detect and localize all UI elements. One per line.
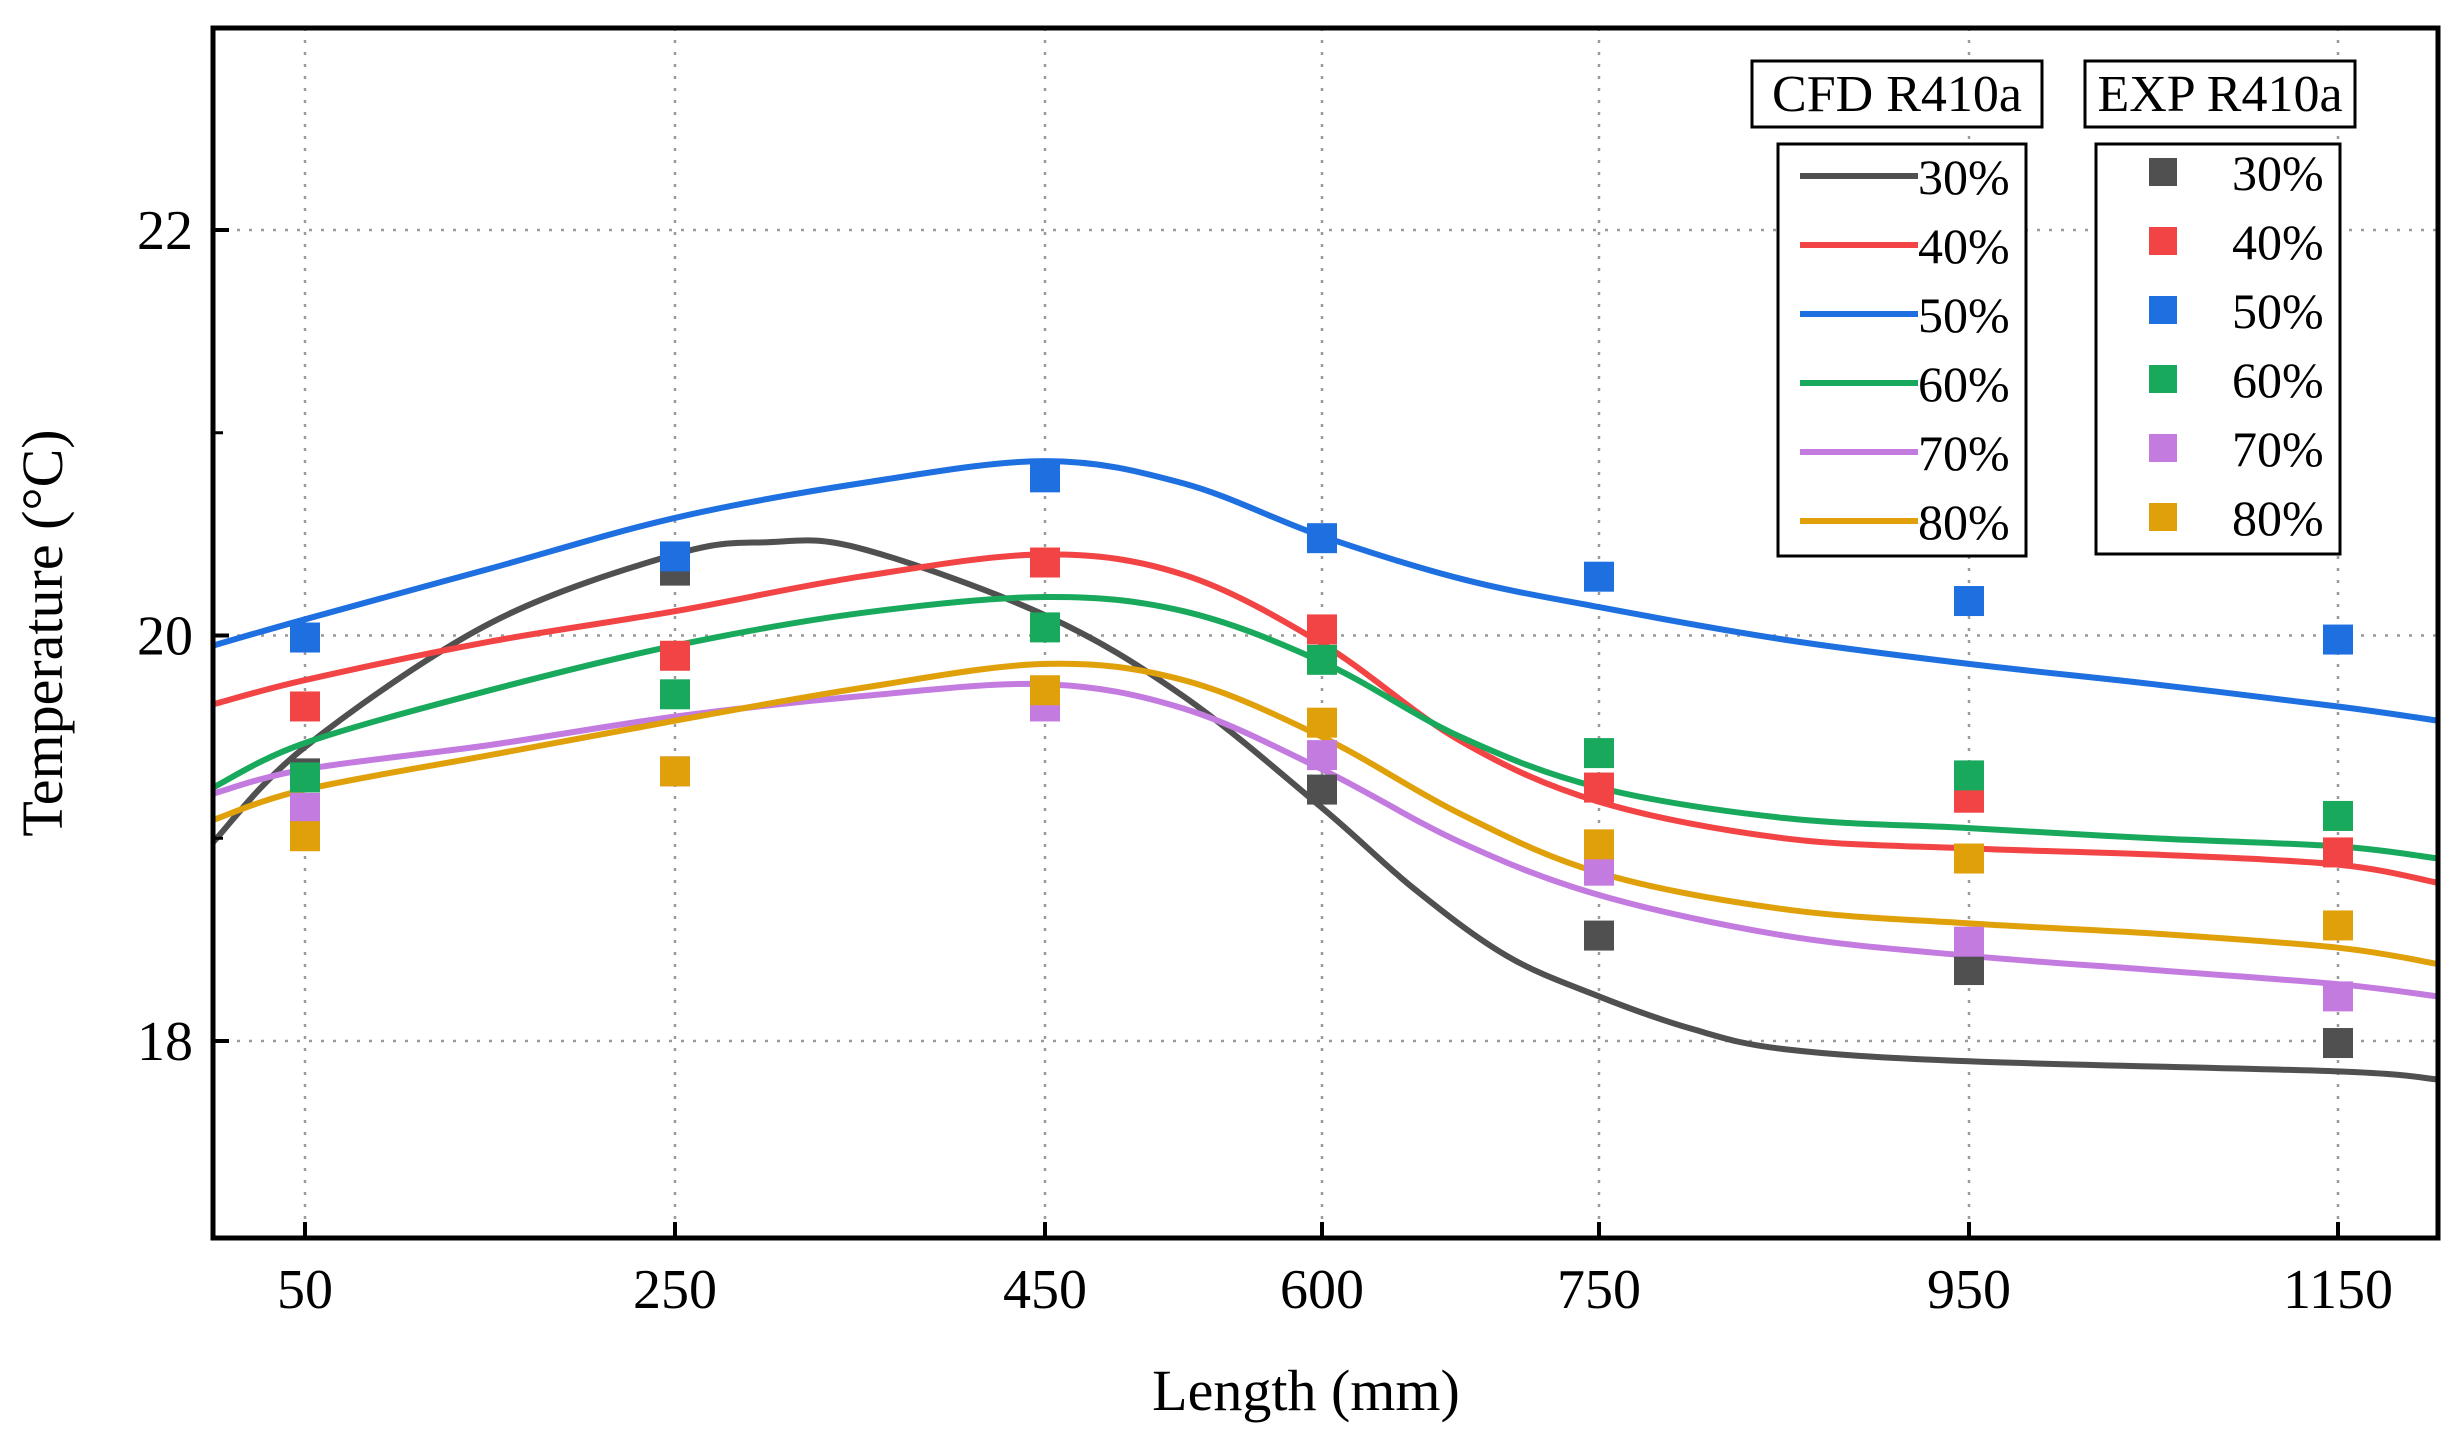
exp-point-70pct	[290, 792, 320, 823]
x-axis-title: Length (mm)	[1152, 1358, 1460, 1423]
exp-point-30pct	[1584, 920, 1614, 951]
exp-point-80pct	[2323, 910, 2353, 941]
exp-point-40pct	[2323, 837, 2353, 868]
exp-point-60pct	[660, 679, 690, 710]
exp-legend-title: EXP R410a	[2097, 66, 2342, 123]
y-tick-label: 22	[137, 200, 193, 262]
cfd-legend-title-box	[1750, 59, 2044, 129]
exp-point-50pct	[1030, 462, 1060, 493]
exp-point-50pct	[1584, 561, 1614, 592]
x-tick-label: 250	[633, 1259, 717, 1321]
exp-point-60pct	[1307, 644, 1337, 675]
axis-ticks: 50 250 450 600 750 950 1150 18 20 22	[137, 200, 2393, 1321]
exp-point-30pct	[1954, 955, 1984, 986]
exp-point-80pct	[1954, 843, 1984, 874]
exp-series-points	[290, 462, 2353, 1059]
cfd-legend-label: 40%	[1918, 218, 2010, 274]
exp-legend-label: 40%	[2232, 214, 2324, 270]
exp-legend-swatch	[2149, 503, 2177, 531]
exp-point-40pct	[1307, 614, 1337, 645]
exp-point-60pct	[1584, 738, 1614, 769]
exp-point-50pct	[2323, 624, 2353, 655]
exp-point-80pct	[1584, 829, 1614, 860]
exp-legend-title-box	[2083, 59, 2357, 129]
exp-legend-label: 60%	[2232, 352, 2324, 408]
cfd-legend-title: CFD R410a	[1772, 66, 2022, 123]
plot-frame	[210, 25, 2441, 1241]
exp-point-60pct	[290, 762, 320, 793]
exp-point-40pct	[290, 691, 320, 722]
exp-legend-swatch	[2149, 365, 2177, 393]
cfd-legend-label: 70%	[1918, 425, 2010, 481]
exp-point-40pct	[1584, 772, 1614, 803]
exp-point-50pct	[1954, 586, 1984, 617]
exp-legend-swatch	[2149, 158, 2177, 186]
exp-legend-swatch	[2149, 434, 2177, 462]
cfd-legend-label: 60%	[1918, 356, 2010, 412]
exp-legend: EXP R410a 30% 40% 50% 60% 70% 80%	[2083, 59, 2357, 556]
exp-point-70pct	[1307, 740, 1337, 771]
y-axis-title: Temperature (°C)	[10, 429, 75, 836]
exp-point-40pct	[660, 640, 690, 671]
exp-point-70pct	[1584, 855, 1614, 886]
exp-point-60pct	[1954, 760, 1984, 791]
x-tick-label: 750	[1557, 1259, 1641, 1321]
exp-point-50pct	[1307, 523, 1337, 554]
exp-point-30pct	[2323, 1028, 2353, 1059]
cfd-legend-box	[1776, 142, 2028, 558]
y-tick-label: 18	[137, 1011, 193, 1073]
x-tick-label: 450	[1003, 1259, 1087, 1321]
exp-point-70pct	[1954, 926, 1984, 957]
exp-point-60pct	[1030, 612, 1060, 643]
exp-legend-label: 50%	[2232, 283, 2324, 339]
exp-legend-swatch	[2149, 296, 2177, 324]
exp-point-70pct	[2323, 981, 2353, 1012]
exp-point-80pct	[1030, 675, 1060, 706]
exp-point-30pct	[1307, 774, 1337, 805]
x-tick-label: 50	[277, 1259, 333, 1321]
cfd-legend-label: 80%	[1918, 494, 2010, 550]
exp-point-80pct	[1307, 707, 1337, 738]
exp-legend-swatch	[2149, 227, 2177, 255]
exp-point-50pct	[660, 541, 690, 572]
exp-legend-label: 30%	[2232, 145, 2324, 201]
exp-point-40pct	[1030, 547, 1060, 578]
exp-point-80pct	[290, 821, 320, 852]
exp-point-80pct	[660, 756, 690, 787]
y-tick-label: 20	[137, 606, 193, 668]
x-tick-label: 600	[1280, 1259, 1364, 1321]
cfd-legend-label: 50%	[1918, 287, 2010, 343]
exp-point-50pct	[290, 622, 320, 653]
cfd-legend-label: 30%	[1918, 149, 2010, 205]
x-tick-label: 950	[1927, 1259, 2011, 1321]
exp-point-60pct	[2323, 800, 2353, 831]
exp-legend-label: 70%	[2232, 421, 2324, 477]
x-tick-label: 1150	[2283, 1259, 2393, 1321]
exp-legend-label: 80%	[2232, 490, 2324, 546]
exp-legend-box	[2094, 142, 2342, 556]
cfd-legend: CFD R410a 30% 40% 50% 60% 70% 80%	[1750, 59, 2044, 558]
